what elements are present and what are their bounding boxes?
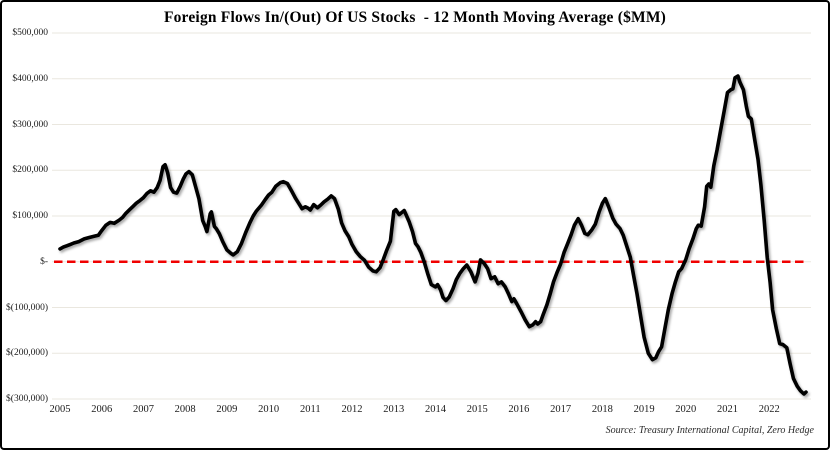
x-axis-label: 2022: [758, 404, 780, 415]
moving-average-line: [58, 74, 808, 396]
y-axis-label: $100,000: [12, 211, 48, 221]
series-path: [58, 74, 808, 396]
y-axis-label: $-: [40, 256, 48, 267]
horizontal-gridlines: [52, 32, 811, 400]
x-axis-label: 2021: [717, 404, 739, 415]
x-axis-label: 2020: [675, 404, 697, 415]
x-axis-label: 2015: [466, 404, 488, 415]
y-axis-label: $(200,000): [6, 348, 48, 359]
x-axis-label: 2016: [508, 404, 530, 415]
x-axis-label: 2018: [591, 404, 613, 415]
y-axis-label: $200,000: [12, 165, 48, 176]
y-axis-label: $400,000: [12, 73, 48, 84]
x-axis-label: 2008: [174, 404, 196, 415]
y-axis-label: $300,000: [12, 119, 48, 130]
y-axis-label: $(100,000): [6, 302, 48, 313]
x-axis-label: 2012: [341, 404, 363, 415]
source-note: Source: Treasury International Capital, …: [605, 425, 814, 436]
x-axis-label: 2019: [633, 404, 655, 415]
x-axis-label: 2017: [550, 404, 572, 415]
x-axis-label: 2006: [91, 404, 113, 415]
x-axis-label: 2007: [132, 404, 154, 415]
x-axis-label: 2011: [300, 404, 321, 415]
chart-title: Foreign Flows In/(Out) Of US Stocks - 12…: [163, 9, 667, 26]
x-axis-label: 2005: [49, 404, 71, 415]
x-axis-label: 2009: [216, 404, 238, 415]
x-axis-label: 2010: [258, 404, 280, 415]
x-axis-label: 2013: [383, 404, 405, 415]
y-axis-label: $500,000: [12, 28, 48, 38]
y-axis-label: $(300,000): [6, 394, 48, 404]
x-axis-label: 2014: [424, 404, 446, 415]
